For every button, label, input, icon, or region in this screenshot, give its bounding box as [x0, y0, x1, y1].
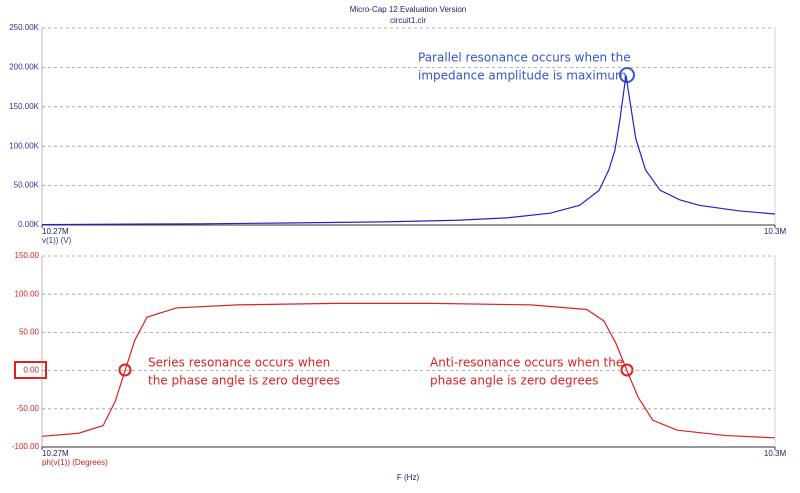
- y-tick-label: 100.00K: [9, 141, 39, 150]
- annotation: Anti-resonance occurs when the: [430, 356, 623, 370]
- annotation: phase angle is zero degrees: [430, 374, 598, 388]
- data-line: [41, 302, 776, 439]
- highlight-circle: [620, 363, 634, 377]
- y-tick-label: 250.00K: [9, 23, 39, 32]
- annotation: impedance amplitude is maximum: [418, 69, 627, 83]
- data-line: [41, 75, 776, 226]
- x-axis-label: F (Hz): [397, 473, 420, 482]
- annotation: Series resonance occurs when: [148, 356, 330, 370]
- highlight-circle: [118, 363, 132, 377]
- y-tick-label: 0.00K: [18, 220, 40, 229]
- chart-title: Micro-Cap 12 Evaluation Version: [350, 5, 467, 14]
- highlight-box: [14, 361, 47, 379]
- annotation: Parallel resonance occurs when the: [418, 51, 631, 65]
- y-tick-label: 0.00: [23, 366, 39, 375]
- x-tick-label: 10.3M: [764, 449, 787, 458]
- y-tick-label: 100.00: [15, 289, 40, 298]
- y-tick-label: 150.00: [15, 251, 40, 260]
- y-axis-label: ph(v(1)) (Degrees): [42, 458, 108, 467]
- annotation: the phase angle is zero degrees: [148, 374, 340, 388]
- y-tick-label: 150.00K: [9, 102, 39, 111]
- x-tick-label: 10.27M: [42, 227, 69, 236]
- y-axis-label: v(1)) (V): [42, 236, 72, 245]
- y-tick-label: -100.00: [12, 442, 40, 451]
- y-tick-label: 50.00K: [14, 181, 40, 190]
- y-tick-label: 200.00K: [9, 63, 39, 72]
- y-tick-label: -50.00: [16, 404, 39, 413]
- y-tick-label: 50.00: [19, 328, 40, 337]
- chart-subtitle: circuit1.cir: [390, 16, 426, 25]
- x-tick-label: 10.27M: [42, 449, 69, 458]
- x-tick-label: 10.3M: [764, 227, 787, 236]
